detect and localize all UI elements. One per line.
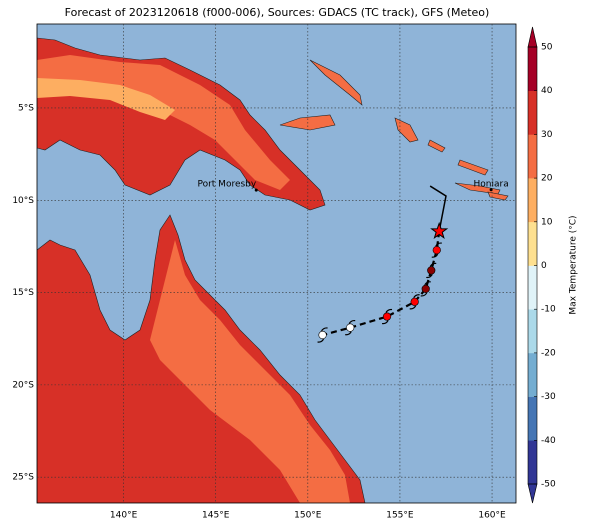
colorbar-tick-label: 30: [541, 130, 553, 140]
colorbar-tick-label: 0: [541, 261, 547, 271]
colorbar-segment: [528, 221, 537, 266]
colorbar-tick-label: 40: [541, 86, 553, 96]
cyclone-marker: [426, 262, 437, 279]
cyclone-dot: [318, 330, 327, 340]
cyclone-arm: [317, 338, 325, 343]
colorbar-tick-label: -30: [541, 392, 556, 402]
map-title: Forecast of 2023120618 (f000-006), Sourc…: [65, 6, 490, 19]
current-position: [430, 221, 449, 239]
y-tick-label: 20°S: [12, 380, 34, 390]
colorbar-segment: [528, 309, 537, 354]
place-label: Port Moresby: [197, 180, 256, 190]
cyclone-arm: [385, 308, 393, 313]
cyclone-marker: [381, 308, 393, 325]
cyclone-arm: [321, 327, 328, 332]
cyclone-arm: [420, 292, 428, 297]
colorbar-segment: [528, 265, 537, 310]
colorbar-label: Max Temperature (°C): [569, 215, 579, 314]
place-label: Honiara: [474, 179, 509, 189]
cyclone-dot: [421, 284, 430, 293]
cyclone-arm: [381, 320, 389, 325]
x-tick-label: 150°E: [294, 511, 322, 521]
cyclone-arm: [429, 262, 437, 267]
cyclone-arm: [409, 305, 417, 310]
cyclone-arm: [345, 331, 352, 336]
cyclone-arm: [348, 320, 356, 325]
colorbar-tick-label: 10: [541, 217, 553, 227]
colorbar-tick-label: -10: [541, 305, 556, 315]
colorbar-tick-label: -50: [541, 480, 556, 490]
colorbar-tick-label: -20: [541, 348, 556, 358]
colorbar-segment: [528, 396, 537, 441]
cyclone-dot: [410, 297, 419, 306]
colorbar-segment: [528, 47, 537, 91]
cyclone-dot: [432, 246, 441, 255]
cyclone-arm: [426, 274, 433, 279]
x-tick-label: 155°E: [386, 511, 414, 521]
cyclone-marker: [345, 320, 356, 336]
cyclone-arm: [431, 253, 439, 258]
colorbar-tick-label: 20: [541, 174, 553, 184]
x-tick-label: 145°E: [202, 511, 230, 521]
place-dot: [254, 188, 258, 192]
cyclone-marker: [420, 281, 431, 297]
colorbar-segment: [528, 352, 537, 397]
cyclone-arm: [435, 242, 442, 247]
colorbar-extend-bottom: [527, 483, 538, 504]
colorbar-segment: [528, 90, 537, 135]
cyclone-marker: [409, 294, 420, 310]
cyclone-arm: [413, 294, 420, 299]
y-tick-label: 10°S: [12, 196, 34, 206]
cyclone-marker: [431, 242, 442, 258]
place-dot: [489, 188, 493, 192]
x-tick-label: 160°E: [478, 511, 506, 521]
cyclone-dot: [382, 312, 392, 321]
cyclone-marker: [317, 327, 328, 343]
past-track: [429, 185, 447, 232]
y-tick-label: 5°S: [18, 103, 34, 113]
map-frame: [36, 23, 517, 504]
colorbar-extend-top: [527, 26, 538, 48]
land: [37, 37, 509, 503]
cyclone-dot: [346, 323, 355, 332]
colorbar-tick-label: -40: [541, 436, 556, 446]
y-tick-label: 15°S: [12, 288, 34, 298]
y-tick-label: 25°S: [12, 473, 34, 483]
cyclone-arm: [424, 281, 431, 286]
x-tick-label: 140°E: [110, 511, 138, 521]
colorbar-segment: [528, 178, 537, 223]
colorbar-segment: [528, 440, 537, 485]
cyclone-dot: [427, 266, 436, 275]
colorbar-tick-label: 50: [541, 43, 553, 53]
colorbar-segment: [528, 134, 537, 179]
